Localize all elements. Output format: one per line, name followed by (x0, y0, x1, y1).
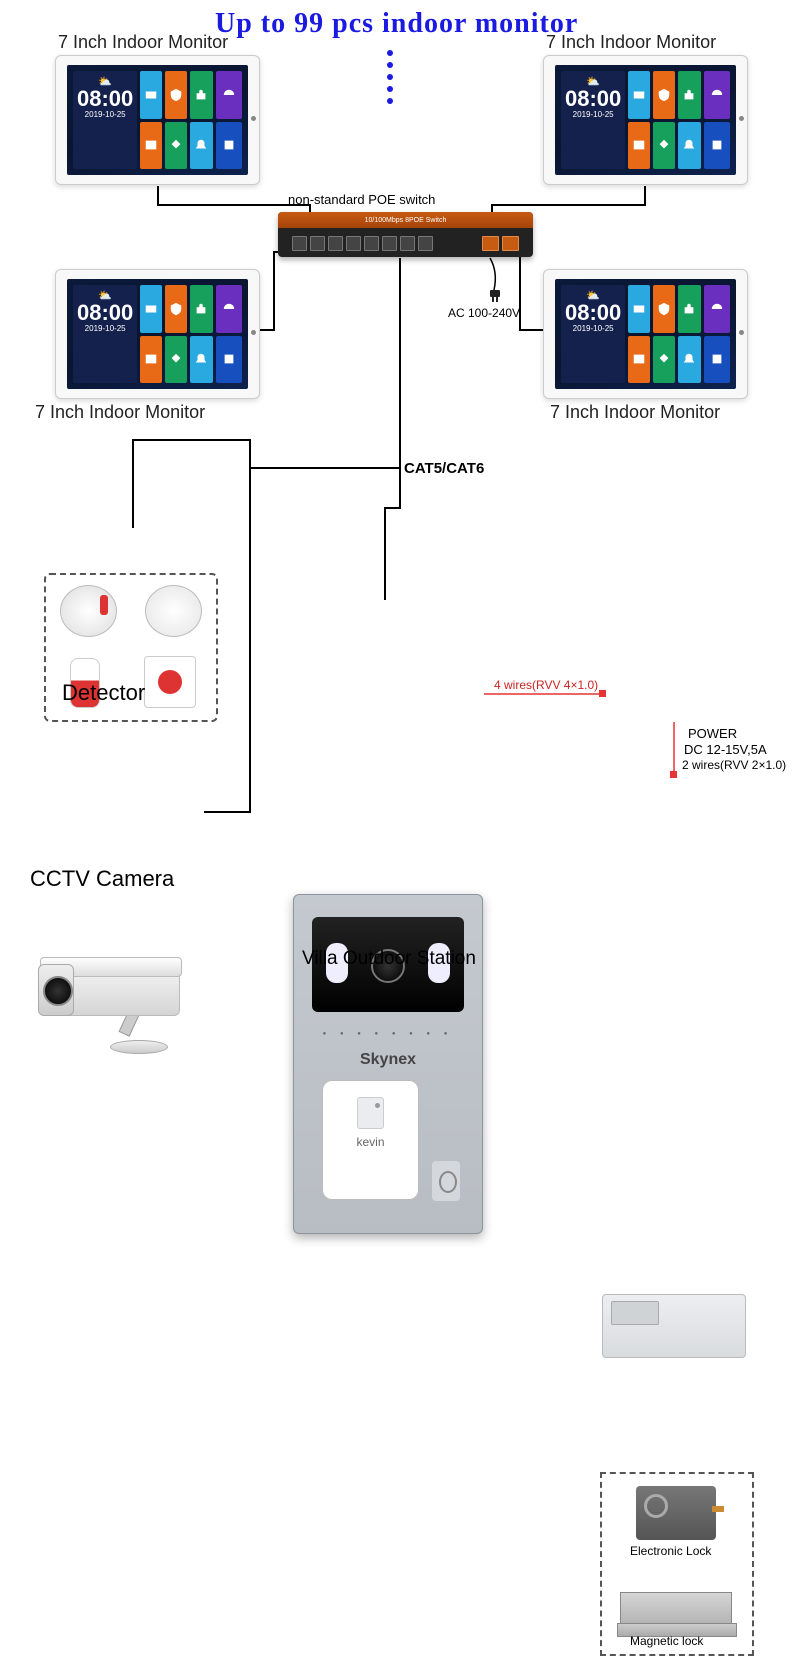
poe-switch: 10/100Mbps 8POE Switch (278, 212, 533, 257)
magnetic-lock-icon (620, 1592, 732, 1624)
indoor-monitor-3: ⛅08:002019-10-25 (55, 269, 260, 399)
station-call-button: kevin (322, 1080, 419, 1200)
station-brand: Skynex (294, 1051, 482, 1069)
power-spec-label: DC 12-15V,5A (684, 742, 767, 757)
cable-label: CAT5/CAT6 (404, 460, 484, 477)
power-supply (602, 1294, 746, 1358)
electronic-lock-icon (636, 1486, 716, 1540)
monitor-4-label: 7 Inch Indoor Monitor (550, 402, 720, 423)
switch-label: non-standard POE switch (288, 192, 435, 207)
monitor-2-label: 7 Inch Indoor Monitor (546, 32, 716, 53)
power-label: POWER (688, 726, 737, 741)
station-card-name: kevin (323, 1135, 418, 1149)
lock-group: Electronic Lock Magnetic lock (600, 1472, 754, 1656)
cctv-camera (38, 954, 203, 1054)
monitor-3-label: 7 Inch Indoor Monitor (35, 402, 205, 423)
elock-label: Electronic Lock (630, 1544, 711, 1558)
outdoor-station: ● ● ● ● ● ● ● ● Skynex kevin (293, 894, 483, 1234)
indoor-monitor-2: ⛅08:002019-10-25 (543, 55, 748, 185)
detector-label: Detector (62, 680, 145, 706)
station-fingerprint (432, 1161, 460, 1201)
monitor-1-label: 7 Inch Indoor Monitor (58, 32, 228, 53)
switch-poe-ports (292, 236, 433, 251)
wires4-label: 4 wires(RVV 4×1.0) (494, 678, 598, 692)
mlock-label: Magnetic lock (630, 1634, 703, 1648)
wires2-label: 2 wires(RVV 2×1.0) (682, 758, 786, 772)
station-label: Villa Outdoor Station (302, 948, 476, 970)
diagram-canvas: Up to 99 pcs indoor monitor (0, 0, 800, 981)
indoor-monitor-4: ⛅08:002019-10-25 (543, 269, 748, 399)
cctv-label: CCTV Camera (30, 866, 174, 892)
indoor-monitor-1: ⛅08:002019-10-25 (55, 55, 260, 185)
switch-uplink-ports (482, 236, 519, 251)
switch-strip: 10/100Mbps 8POE Switch (278, 212, 533, 228)
ac-label: AC 100-240V (448, 306, 520, 320)
